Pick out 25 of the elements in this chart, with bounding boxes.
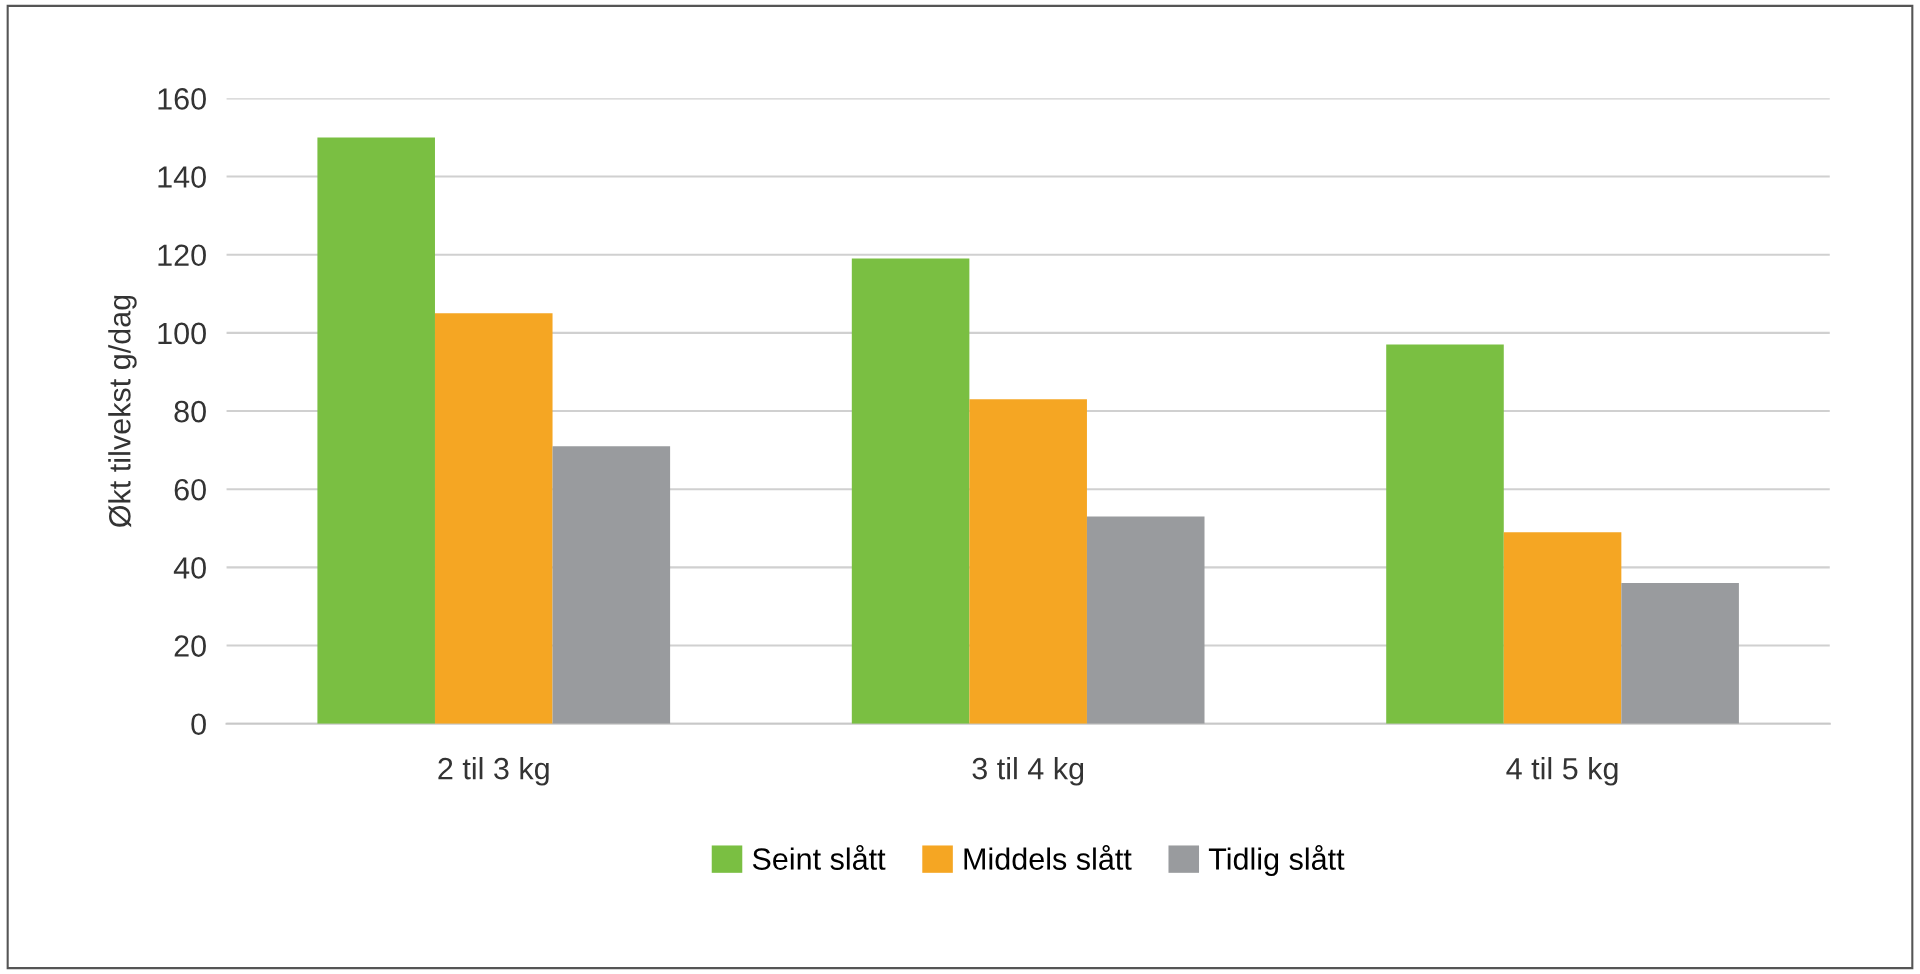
x-tick-label: 3 til 4 kg	[972, 757, 1084, 786]
bar	[1621, 582, 1739, 724]
y-tick-label: 40	[173, 557, 206, 579]
x-tick-label: 4 til 5 kg	[1506, 757, 1618, 786]
bar	[434, 313, 553, 724]
y-tick-label: 120	[158, 244, 206, 267]
y-tick-label: 80	[174, 400, 206, 423]
bar	[552, 446, 671, 724]
bar	[1503, 532, 1622, 724]
y-tick-label: 0	[191, 713, 206, 736]
y-tick-label: 60	[174, 478, 206, 501]
y-tick-label: 100	[158, 322, 206, 345]
legend-label: Middels slått	[964, 844, 1132, 870]
legend-label: Tidlig slått	[1208, 844, 1345, 876]
y-tick-label: 140	[158, 166, 206, 188]
bar	[1086, 516, 1205, 724]
bar	[969, 399, 1087, 724]
bar	[1386, 344, 1504, 724]
x-tick-label: 2 til 3 kg	[438, 757, 549, 786]
y-tick-label: 20	[174, 635, 206, 657]
bar	[317, 137, 435, 724]
legend-label: Seint slått	[752, 844, 886, 870]
bar	[851, 258, 970, 724]
y-axis-title: Økt tilvekst g/dag	[108, 295, 137, 528]
y-tick-label: 160	[158, 88, 206, 110]
